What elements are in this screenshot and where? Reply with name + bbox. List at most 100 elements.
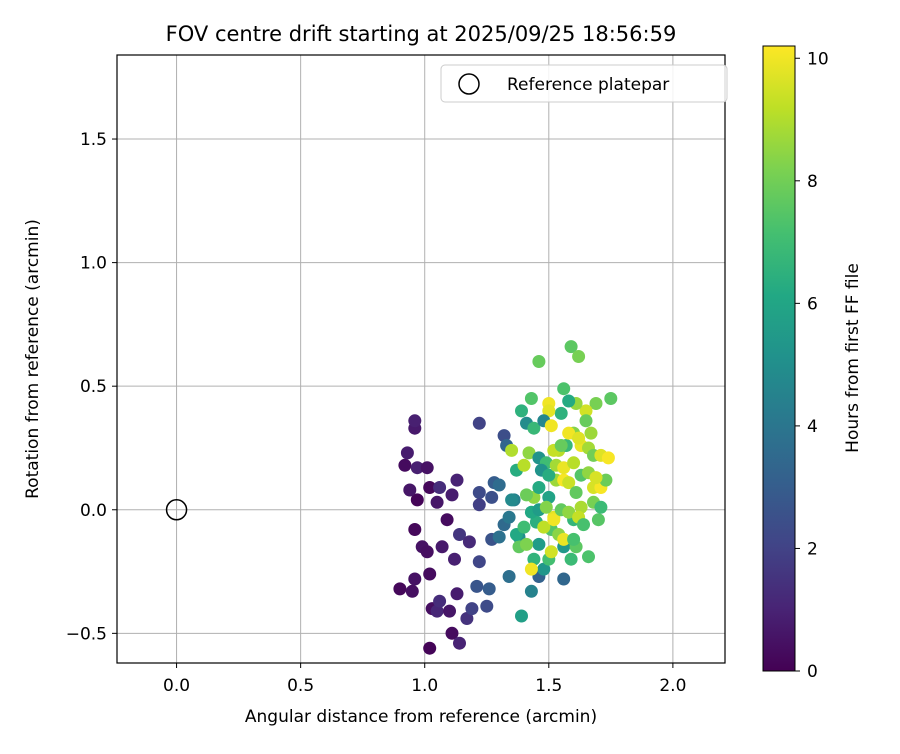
- data-point: [542, 468, 556, 482]
- data-point: [492, 530, 506, 544]
- data-point: [393, 582, 407, 596]
- legend: Reference platepar: [440, 64, 728, 103]
- data-point: [520, 537, 533, 551]
- data-point: [557, 532, 571, 546]
- data-point: [430, 495, 444, 509]
- data-point: [574, 500, 588, 514]
- data-point: [532, 537, 546, 551]
- x-axis-label: Angular distance from reference (arcmin): [245, 707, 597, 727]
- data-point: [569, 486, 583, 499]
- data-point: [433, 481, 447, 494]
- data-point: [502, 570, 516, 583]
- data-point: [527, 421, 541, 435]
- data-point: [544, 419, 558, 433]
- data-point: [537, 562, 551, 576]
- data-point: [524, 562, 538, 576]
- y-axis-label: Rotation from reference (arcmin): [23, 219, 43, 499]
- data-point: [524, 584, 538, 598]
- data-point: [408, 523, 422, 536]
- data-point: [445, 626, 459, 640]
- data-point: [423, 641, 437, 655]
- data-point: [527, 552, 541, 566]
- data-point: [522, 446, 536, 460]
- data-point: [567, 532, 581, 546]
- data-point: [465, 602, 479, 616]
- data-point: [435, 540, 449, 554]
- data-point: [554, 406, 568, 420]
- data-point: [410, 461, 424, 475]
- data-point: [450, 473, 464, 487]
- data-point: [472, 555, 486, 569]
- data-point: [448, 552, 461, 566]
- data-point: [517, 458, 531, 472]
- data-point: [532, 355, 546, 368]
- data-point: [405, 584, 419, 598]
- x-tick-label: 1.5: [535, 676, 562, 696]
- data-point: [582, 550, 595, 564]
- colorbar-ticks: 0 2 4 6 8 10: [795, 49, 829, 682]
- data-point: [567, 456, 581, 470]
- y-tick-label: 0.5: [80, 377, 107, 397]
- data-point: [572, 350, 586, 363]
- data-point: [408, 414, 422, 428]
- data-point: [453, 528, 466, 541]
- data-points: [393, 340, 618, 655]
- data-point: [547, 513, 561, 527]
- colorbar-label: Hours from first FF file: [843, 263, 863, 453]
- data-point: [591, 513, 605, 527]
- data-point: [492, 478, 506, 492]
- data-point: [542, 404, 556, 418]
- data-point: [485, 490, 499, 504]
- x-tick-label: 0.5: [287, 676, 314, 696]
- data-point: [445, 488, 459, 502]
- data-point: [539, 500, 553, 514]
- colorbar-tick-label: 2: [807, 539, 818, 559]
- data-point: [470, 579, 484, 593]
- data-point: [562, 476, 576, 490]
- axis-ticks: 0.0 0.5 1.0 1.5 2.0 −0.5 0.0 0.5 1.0 1.5: [66, 130, 687, 696]
- data-point: [544, 545, 558, 559]
- colorbar: 0 2 4 6 8 10 Hours from first FF file: [762, 45, 863, 682]
- data-point: [400, 446, 414, 460]
- data-point: [537, 520, 551, 534]
- colorbar-tick-label: 8: [807, 172, 818, 192]
- data-point: [450, 587, 464, 601]
- x-tick-label: 0.0: [163, 676, 190, 696]
- data-point: [564, 340, 578, 354]
- data-point: [557, 382, 571, 396]
- data-point: [579, 414, 593, 428]
- data-point: [502, 510, 516, 524]
- data-point: [579, 404, 593, 418]
- data-point: [420, 461, 434, 475]
- colorbar-tick-label: 6: [807, 294, 818, 314]
- data-point: [601, 451, 615, 465]
- y-tick-label: −0.5: [66, 624, 107, 644]
- legend-marker: [458, 73, 480, 95]
- data-point: [572, 431, 586, 445]
- data-point: [423, 481, 437, 494]
- y-tick-label: 1.0: [80, 254, 107, 274]
- data-point: [462, 535, 476, 549]
- y-tick-label: 0.0: [80, 501, 107, 521]
- data-point: [480, 599, 494, 613]
- plot-frame: [116, 54, 726, 664]
- data-point: [430, 604, 444, 618]
- data-point: [440, 513, 454, 527]
- data-point: [515, 404, 528, 418]
- data-point: [482, 582, 496, 596]
- data-point: [433, 594, 447, 608]
- data-point: [524, 392, 538, 405]
- data-point: [557, 572, 571, 586]
- data-point: [408, 572, 422, 586]
- y-tick-label: 1.5: [80, 130, 107, 150]
- data-point: [542, 490, 556, 504]
- data-point: [420, 545, 434, 559]
- data-point: [562, 426, 576, 440]
- data-point: [423, 567, 437, 581]
- data-point: [520, 488, 533, 502]
- data-point: [443, 604, 456, 618]
- data-point: [472, 498, 486, 512]
- x-tick-label: 1.0: [411, 676, 438, 696]
- colorbar-tick-label: 10: [807, 49, 829, 69]
